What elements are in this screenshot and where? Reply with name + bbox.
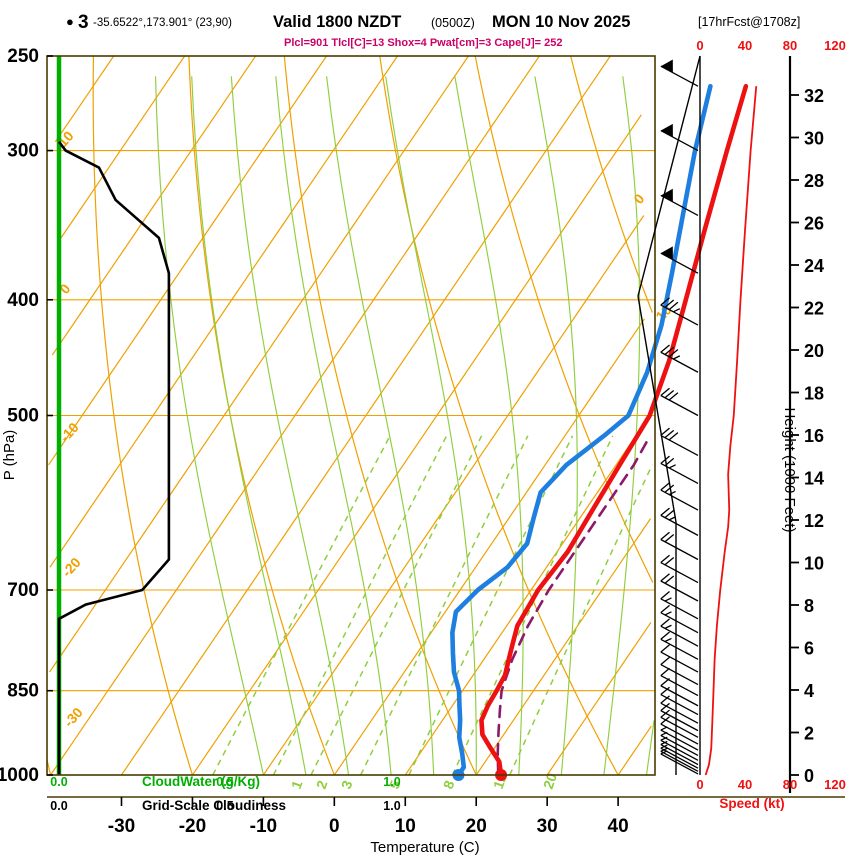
height-tick-label: 2 <box>804 724 814 744</box>
temperature-axis-label: Temperature (C) <box>370 839 479 856</box>
temperature-tick-label: -10 <box>250 816 277 837</box>
pressure-tick-label: 700 <box>7 580 39 601</box>
pressure-tick-label: 300 <box>7 141 39 162</box>
moist-adiabat-lines <box>154 76 655 776</box>
mixing-ratio-label: 2 <box>313 778 331 791</box>
height-tick-label: 26 <box>804 214 824 234</box>
pressure-tick-label: 400 <box>7 290 39 311</box>
cloudwater-tick-label: 1.0 <box>383 775 400 789</box>
mixing-ratio-lines <box>212 435 653 776</box>
height-tick-label: 8 <box>804 596 814 616</box>
mixing-ratio-label: 20 <box>540 771 560 791</box>
cloudwater-tick-label: 0.5 <box>216 775 233 789</box>
mixing-ratio-label: 1 <box>288 778 306 791</box>
speed-axis-label: Speed (kt) <box>719 796 784 811</box>
height-tick-label: 6 <box>804 639 814 659</box>
temperature-tick-label: 10 <box>395 816 416 837</box>
isotherm-lines <box>48 55 652 776</box>
pressure-tick-label: 500 <box>7 406 39 427</box>
wind-speed-profile <box>704 86 758 776</box>
temperature-tick-label: 30 <box>537 816 558 837</box>
pressure-tick-label: 250 <box>7 46 39 67</box>
forecast-tag: [17hrFcst@1708z] <box>698 15 800 29</box>
valid-time: Valid 1800 NZDT <box>273 13 401 31</box>
cloudiness-tick-label: 0.5 <box>216 799 233 813</box>
temperature-tick-label: -30 <box>108 816 135 837</box>
speed-tick-label-bottom: 40 <box>738 777 752 792</box>
mixing-ratio-label: 8 <box>440 778 458 791</box>
temperature-curve <box>479 83 749 778</box>
speed-tick-label-bottom: 120 <box>824 777 846 792</box>
speed-tick-label-top: 80 <box>783 38 797 53</box>
pressure-tick-label: 1000 <box>0 765 39 786</box>
cloudiness-tick-label: 1.0 <box>383 799 400 813</box>
height-tick-label: 32 <box>804 86 824 106</box>
height-tick-label: 12 <box>804 511 824 531</box>
speed-tick-label-bottom: 80 <box>783 777 797 792</box>
height-tick-label: 4 <box>804 681 814 701</box>
speed-tick-label-top: 120 <box>824 38 846 53</box>
temperature-tick-label: 0 <box>329 816 340 837</box>
isotherm-label: -30 <box>60 704 86 730</box>
height-tick-label: 28 <box>804 171 824 191</box>
valid-time-utc: (0500Z) <box>431 16 475 30</box>
pressure-axis-label: P (hPa) <box>1 430 18 481</box>
speed-tick-label-top: 0 <box>696 38 703 53</box>
speed-tick-label-top: 40 <box>738 38 752 53</box>
header-group: ● 3 -35.6522°,173.901° (23,90) Valid 180… <box>66 12 800 49</box>
station-marker-icon: ● <box>66 14 74 29</box>
stability-indices: Plcl=901 Tlcl[C]=13 Shox=4 Pwat[cm]=3 Ca… <box>284 37 563 49</box>
cloudwater-axis-label: CloudWater (g/Kg) <box>142 774 260 789</box>
isotherm-label: 0 <box>630 190 647 207</box>
wind-barb-column <box>660 59 699 775</box>
temperature-tick-label: 40 <box>608 816 629 837</box>
height-tick-label: 20 <box>804 341 824 361</box>
height-tick-label: 16 <box>804 426 824 446</box>
height-tick-label: 10 <box>804 554 824 574</box>
station-coords: -35.6522°,173.901° (23,90) <box>93 17 232 29</box>
height-tick-label: 22 <box>804 299 824 319</box>
temperature-tick-label: 20 <box>466 816 487 837</box>
pressure-tick-label: 850 <box>7 681 39 702</box>
height-tick-label: 30 <box>804 129 824 149</box>
cloudiness-tick-label: 0.0 <box>50 799 67 813</box>
speed-tick-label-bottom: 0 <box>696 777 703 792</box>
height-tick-label: 24 <box>804 256 824 276</box>
height-axis-label: Height (1000 Feet) <box>781 407 798 532</box>
isotherm-label: -20 <box>58 554 84 580</box>
parcel-curve <box>496 434 652 776</box>
cloudiness-axis-label: Grid-Scale Cloudiness <box>142 798 286 813</box>
cloudwater-tick-label: 0.0 <box>50 775 67 789</box>
dewpoint-curve <box>450 83 713 778</box>
isobar-lines <box>47 150 655 776</box>
cloudiness-profile <box>57 141 171 775</box>
height-tick-label: 14 <box>804 469 824 489</box>
temperature-tick-label: -20 <box>179 816 206 837</box>
mixing-ratio-label: 3 <box>338 778 356 791</box>
height-tick-label: 18 <box>804 384 824 404</box>
station-id: 3 <box>78 12 89 33</box>
height-tick-label: 0 <box>804 766 814 786</box>
valid-date: MON 10 Nov 2025 <box>492 13 630 31</box>
